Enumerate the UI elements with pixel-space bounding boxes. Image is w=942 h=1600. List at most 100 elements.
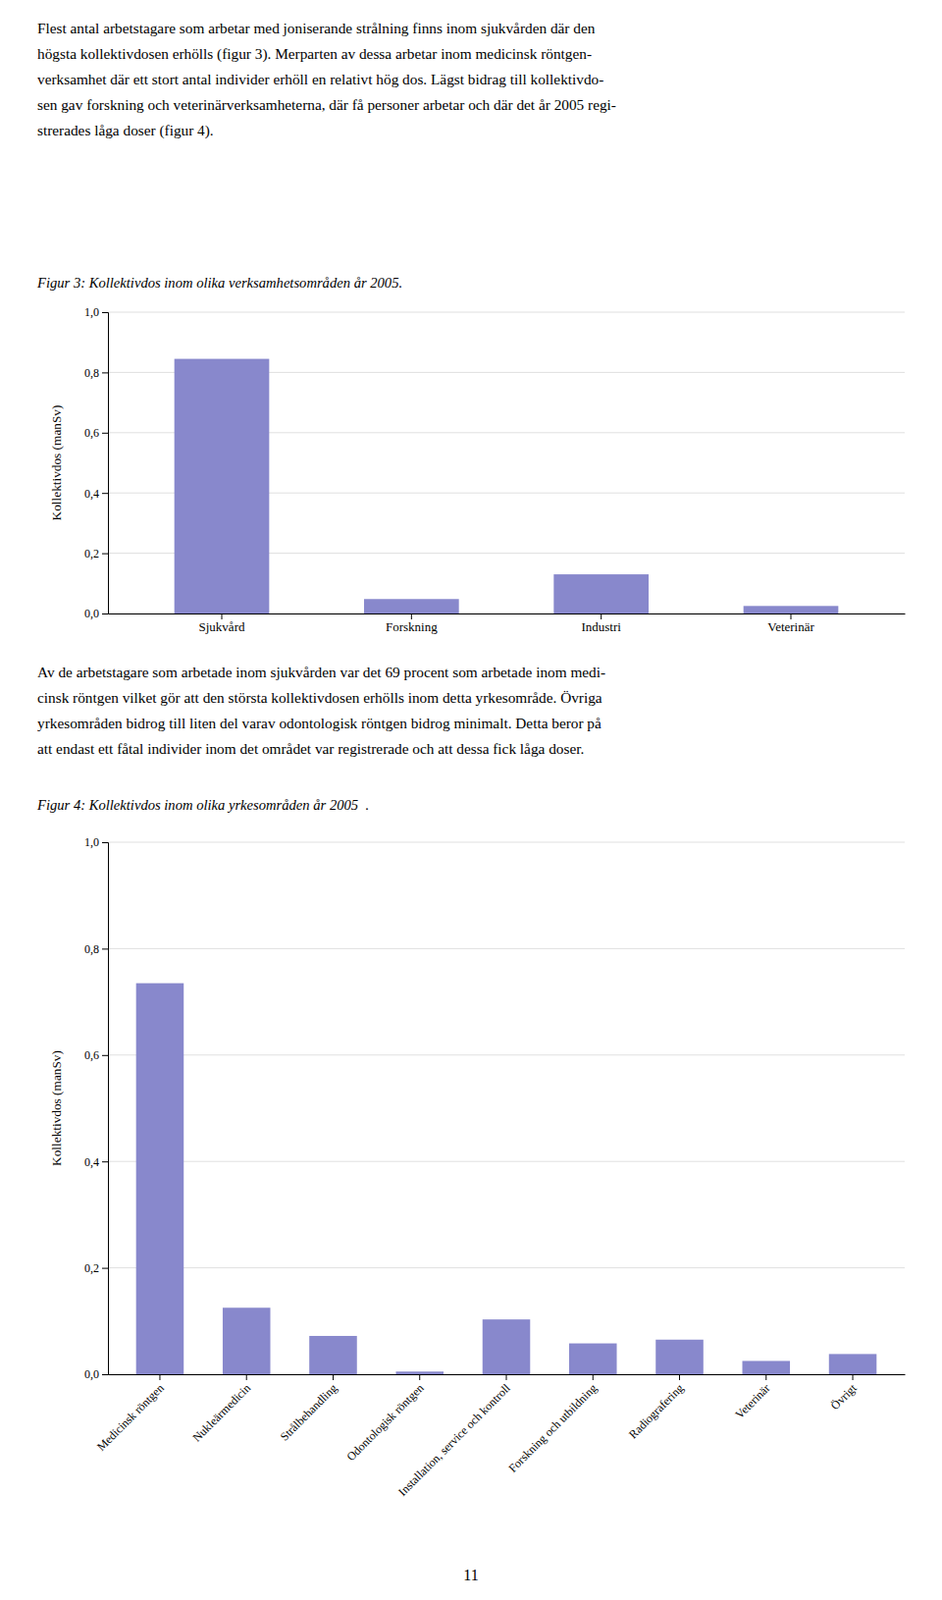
- x-axis: Medicinsk röntgen Nukleärmedicin Strålbeha…: [94, 1373, 906, 1499]
- grid: [107, 312, 905, 614]
- x-tick: Övrigt: [828, 1373, 861, 1413]
- x-tick: Veterinär: [767, 613, 815, 634]
- x-tick-mark: [765, 1373, 767, 1380]
- x-tick-mark: [158, 1373, 160, 1380]
- x-tick-mark: [852, 1373, 854, 1380]
- paragraph: Flest antal arbetstagare som arbetar med…: [37, 19, 617, 140]
- x-tick-mark: [246, 1373, 248, 1380]
- x-tick-label: Strålbehandling: [277, 1380, 341, 1444]
- x-tick-label: Radiografering: [626, 1380, 686, 1441]
- y-tick-mark: [102, 492, 108, 494]
- x-tick: Medicinsk röntgen: [94, 1373, 167, 1454]
- y-tick-label: 0,2: [84, 546, 100, 561]
- bar: [569, 1343, 618, 1374]
- x-tick-label: Odontologisk röntgen: [343, 1380, 426, 1464]
- x-tick-label: Medicinsk röntgen: [94, 1380, 167, 1454]
- x-tick: Radiografering: [626, 1373, 686, 1441]
- y-tick-label: 0,6: [84, 425, 100, 440]
- grid: [107, 841, 905, 1374]
- x-tick: Nukleärmedicin: [189, 1373, 254, 1445]
- paragraph: Av de arbetstagare som arbetade inom sju…: [37, 663, 606, 757]
- y-tick-mark: [102, 553, 108, 555]
- paragraph-line: högsta kollektivdosen erhölls (figur 3).…: [37, 45, 592, 63]
- paragraph-line: Av de arbetstagare som arbetade inom sju…: [37, 663, 606, 681]
- bar: [553, 574, 649, 614]
- x-tick-mark: [592, 1373, 594, 1380]
- page-number: 11: [463, 1566, 478, 1583]
- grid-line: [107, 312, 905, 314]
- bar: [222, 1307, 271, 1374]
- y-tick-label: 1,0: [84, 835, 100, 849]
- x-tick: Veterinär: [732, 1373, 774, 1421]
- x-axis-line: [108, 613, 906, 615]
- x-tick-mark: [411, 613, 413, 620]
- x-tick-label: Veterinär: [767, 619, 815, 634]
- y-tick: 0,2: [84, 1260, 108, 1275]
- y-axis-line: [102, 313, 109, 615]
- chart: Figur 4: Kollektivdos inom olika yrkesom…: [36, 796, 906, 1498]
- y-tick: 0,6: [84, 1047, 108, 1062]
- x-tick-label: Industri: [580, 619, 622, 634]
- x-tick-mark: [790, 613, 792, 620]
- y-axis: 0,0 0,2 0,4 0,6 0,8 1,0: [84, 835, 109, 1381]
- x-tick-label: Övrigt: [828, 1380, 861, 1413]
- y-tick-label: 0,6: [84, 1047, 100, 1062]
- x-tick: Installation, service och kontroll: [395, 1373, 514, 1499]
- y-tick-label: 0,8: [84, 942, 100, 956]
- x-tick-label: Sjukvård: [199, 619, 246, 634]
- x-tick-mark: [506, 1373, 508, 1380]
- y-tick-mark: [102, 1160, 108, 1162]
- grid-line: [107, 1053, 905, 1055]
- x-tick: Forskning: [385, 613, 438, 634]
- paragraph-line: Flest antal arbetstagare som arbetar med…: [37, 19, 596, 37]
- bar: [364, 598, 460, 614]
- y-tick: 0,4: [84, 1154, 108, 1169]
- grid-line: [107, 841, 905, 843]
- y-axis-title: Kollektivdos (manSv): [49, 1049, 64, 1166]
- x-tick: Odontologisk röntgen: [343, 1373, 426, 1464]
- y-tick: 0,6: [84, 425, 108, 440]
- y-tick-label: 0,2: [84, 1260, 100, 1275]
- y-tick-label: 0,0: [84, 606, 100, 621]
- bar: [829, 1353, 878, 1374]
- chart: Figur 3: Kollektivdos inom olika verksam…: [36, 274, 906, 634]
- y-tick-label: 0,8: [84, 366, 100, 380]
- y-tick-label: 0,0: [84, 1366, 100, 1381]
- chart-title: Figur 4: Kollektivdos inom olika yrkesom…: [36, 796, 369, 813]
- y-tick-label: 0,4: [84, 1154, 100, 1169]
- y-tick-mark: [102, 371, 108, 373]
- y-tick-mark: [102, 947, 108, 949]
- x-tick-label: Forskning och utbildning: [505, 1380, 600, 1475]
- y-tick-label: 1,0: [84, 305, 100, 319]
- grid-line: [107, 947, 905, 949]
- paragraph-line: strerades låga doser (figur 4).: [37, 121, 214, 140]
- x-tick-label: Forskning: [385, 619, 438, 634]
- bar: [742, 1360, 791, 1374]
- y-tick: 0,8: [84, 942, 108, 956]
- x-tick-label: Nukleärmedicin: [189, 1380, 254, 1445]
- x-tick: Sjukvård: [199, 613, 246, 634]
- y-tick: 1,0: [84, 305, 108, 319]
- y-axis-title: Kollektivdos (manSv): [49, 405, 64, 522]
- y-tick-mark: [102, 841, 108, 843]
- x-tick-mark: [679, 1373, 681, 1380]
- bars: [136, 983, 878, 1374]
- y-tick-mark: [102, 613, 108, 615]
- paragraph-line: yrkesområden bidrog till liten del varav…: [37, 714, 602, 732]
- bar: [136, 983, 185, 1374]
- x-tick-mark: [418, 1373, 420, 1380]
- x-tick-mark: [600, 613, 602, 620]
- y-tick-mark: [102, 1054, 108, 1056]
- paragraph-line: sen gav forskning och veterinärverksamhe…: [37, 96, 617, 113]
- bar: [482, 1318, 531, 1374]
- y-tick-mark: [102, 432, 108, 434]
- x-tick-mark: [221, 613, 223, 620]
- y-tick-mark: [102, 312, 108, 314]
- chart-title: Figur 3: Kollektivdos inom olika verksam…: [36, 274, 403, 291]
- grid-line: [107, 1266, 905, 1268]
- x-axis: Sjukvård Forskning Industri Veterinär: [108, 613, 906, 634]
- paragraph-line: cinsk röntgen vilket gör att den största…: [37, 688, 603, 706]
- x-tick: Forskning och utbildning: [505, 1373, 600, 1475]
- y-tick-mark: [102, 1373, 108, 1375]
- x-tick-label: Installation, service och kontroll: [395, 1380, 514, 1499]
